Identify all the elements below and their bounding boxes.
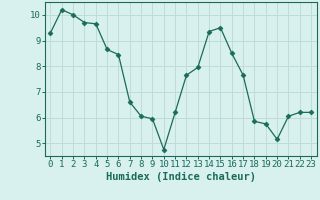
X-axis label: Humidex (Indice chaleur): Humidex (Indice chaleur)	[106, 172, 256, 182]
